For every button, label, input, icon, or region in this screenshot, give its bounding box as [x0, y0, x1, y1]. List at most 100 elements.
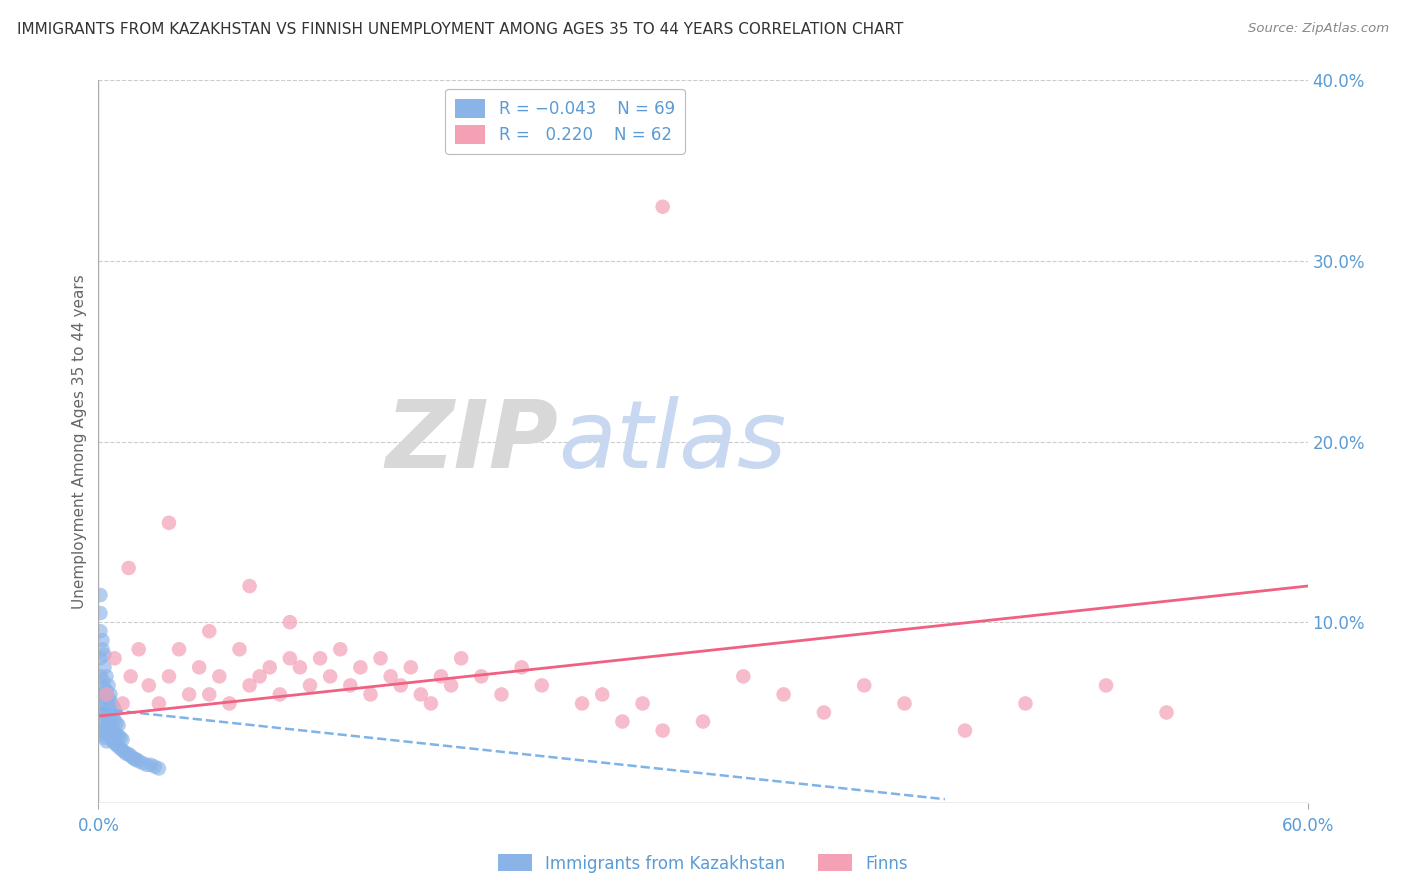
Point	[128, 754, 150, 768]
Point	[105, 738, 128, 752]
Point	[91, 714, 114, 729]
Point	[100, 706, 122, 720]
Point	[157, 669, 180, 683]
Point	[329, 642, 352, 657]
Point	[651, 200, 673, 214]
Point	[89, 669, 111, 683]
Point	[89, 624, 111, 639]
Point	[319, 669, 342, 683]
Point	[733, 669, 755, 683]
Point	[239, 678, 262, 692]
Point	[228, 642, 250, 657]
Point	[107, 729, 129, 743]
Point	[409, 687, 432, 701]
Point	[96, 669, 118, 683]
Point	[96, 687, 118, 701]
Point	[93, 718, 115, 732]
Point	[179, 687, 201, 701]
Point	[893, 697, 915, 711]
Point	[89, 706, 111, 720]
Point	[100, 687, 122, 701]
Point	[93, 660, 115, 674]
Point	[91, 702, 114, 716]
Point	[370, 651, 392, 665]
Point	[93, 706, 115, 720]
Point	[89, 606, 111, 620]
Point	[128, 642, 150, 657]
Point	[953, 723, 976, 738]
Point	[111, 732, 134, 747]
Point	[380, 669, 402, 683]
Point	[470, 669, 492, 683]
Point	[349, 660, 371, 674]
Point	[510, 660, 533, 674]
Point	[101, 722, 124, 736]
Point	[107, 718, 129, 732]
Point	[93, 680, 115, 694]
Point	[120, 669, 142, 683]
Point	[360, 687, 382, 701]
Point	[103, 651, 125, 665]
Point	[772, 687, 794, 701]
Text: ZIP: ZIP	[385, 395, 558, 488]
Point	[125, 752, 148, 766]
Point	[135, 757, 157, 772]
Point	[115, 747, 138, 761]
Point	[420, 697, 443, 711]
Point	[96, 683, 118, 698]
Point	[631, 697, 654, 711]
Point	[110, 731, 132, 745]
Point	[103, 702, 125, 716]
Point	[91, 687, 114, 701]
Point	[198, 687, 221, 701]
Point	[111, 743, 134, 757]
Point	[91, 642, 114, 657]
Legend: Immigrants from Kazakhstan, Finns: Immigrants from Kazakhstan, Finns	[492, 847, 914, 880]
Text: Source: ZipAtlas.com: Source: ZipAtlas.com	[1249, 22, 1389, 36]
Point	[93, 731, 115, 745]
Point	[118, 561, 141, 575]
Point	[93, 693, 115, 707]
Point	[692, 714, 714, 729]
Point	[121, 750, 143, 764]
Point	[93, 648, 115, 662]
Point	[91, 633, 114, 648]
Point	[97, 691, 120, 706]
Point	[1014, 697, 1036, 711]
Point	[239, 579, 262, 593]
Point	[97, 702, 120, 716]
Point	[148, 762, 170, 776]
Point	[101, 698, 124, 713]
Point	[118, 747, 141, 761]
Point	[96, 722, 118, 736]
Point	[107, 739, 129, 754]
Point	[120, 748, 142, 763]
Point	[96, 709, 118, 723]
Point	[188, 660, 211, 674]
Point	[100, 731, 122, 745]
Point	[114, 745, 136, 759]
Point	[1156, 706, 1178, 720]
Point	[269, 687, 291, 701]
Point	[198, 624, 221, 639]
Point	[157, 516, 180, 530]
Point	[249, 669, 271, 683]
Point	[139, 757, 162, 772]
Point	[97, 727, 120, 741]
Point	[278, 651, 301, 665]
Point	[208, 669, 231, 683]
Point	[89, 687, 111, 701]
Point	[148, 697, 170, 711]
Point	[91, 673, 114, 687]
Point	[491, 687, 513, 701]
Point	[101, 709, 124, 723]
Point	[813, 706, 835, 720]
Legend: R = −0.043    N = 69, R =   0.220    N = 62: R = −0.043 N = 69, R = 0.220 N = 62	[446, 88, 685, 153]
Point	[132, 756, 155, 770]
Point	[111, 697, 134, 711]
Point	[103, 725, 125, 739]
Point	[124, 752, 146, 766]
Point	[105, 716, 128, 731]
Point	[440, 678, 463, 692]
Point	[278, 615, 301, 630]
